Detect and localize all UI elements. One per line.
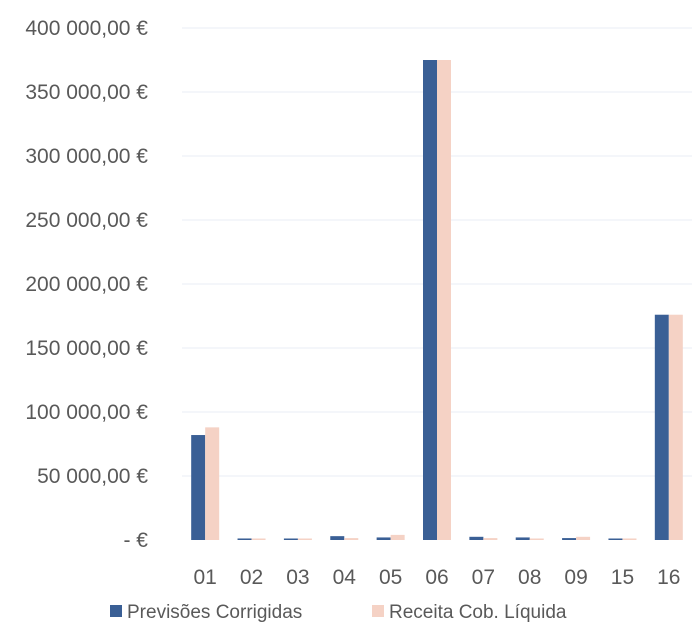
legend-swatch [110, 605, 122, 617]
x-tick-label: 06 [425, 566, 448, 589]
y-tick-label: 300 000,00 € [25, 145, 148, 168]
bar-previs-es-corrigidas-03 [283, 538, 298, 540]
bar-previs-es-corrigidas-07 [469, 536, 484, 540]
bar-receita-cob-l-quida-03 [297, 538, 312, 540]
legend: Previsões Corrigidas Receita Cob. Líquida [110, 602, 567, 623]
bar-receita-cob-l-quida-01 [205, 427, 220, 540]
x-tick-label: 04 [333, 566, 357, 589]
bar-previs-es-corrigidas-09 [562, 538, 577, 540]
y-tick-label: 350 000,00 € [25, 81, 148, 104]
bar-previs-es-corrigidas-04 [330, 536, 345, 540]
bar-receita-cob-l-quida-08 [529, 538, 544, 540]
bar-receita-cob-l-quida-06 [437, 60, 451, 540]
x-tick-label: 16 [657, 566, 680, 589]
x-tick-label: 01 [194, 566, 217, 589]
bar-receita-cob-l-quida-15 [622, 538, 637, 540]
y-tick-label: 250 000,00 € [25, 209, 148, 232]
x-tick-label: 15 [611, 566, 634, 589]
x-tick-label: 03 [286, 566, 309, 589]
y-tick-label: 150 000,00 € [25, 337, 148, 360]
bars [191, 60, 683, 540]
bar-receita-cob-l-quida-07 [483, 538, 498, 540]
bar-previs-es-corrigidas-05 [376, 537, 391, 540]
x-tick-label: 09 [564, 566, 587, 589]
x-tick-label: 07 [472, 566, 495, 589]
x-axis: 01 02 03 04 05 06 07 08 09 15 16 [194, 566, 681, 589]
y-tick-label: - € [123, 529, 148, 552]
bar-receita-cob-l-quida-04 [344, 538, 359, 540]
bar-previs-es-corrigidas-02 [237, 538, 252, 540]
y-axis: 400 000,00 € 350 000,00 € 300 000,00 € 250 … [25, 17, 148, 552]
bar-receita-cob-l-quida-02 [251, 538, 266, 540]
x-tick-label: 08 [518, 566, 541, 589]
bar-previs-es-corrigidas-16 [654, 314, 669, 540]
bar-previs-es-corrigidas-08 [515, 537, 530, 540]
y-tick-label: 400 000,00 € [25, 17, 148, 40]
legend-label: Receita Cob. Líquida [389, 602, 567, 623]
legend-swatch [372, 605, 384, 617]
bar-previs-es-corrigidas-15 [608, 538, 623, 540]
bar-receita-cob-l-quida-16 [668, 314, 683, 540]
bar-previs-es-corrigidas-06 [423, 60, 437, 540]
x-tick-label: 05 [379, 566, 402, 589]
bar-receita-cob-l-quida-09 [576, 536, 591, 540]
bar-previs-es-corrigidas-01 [191, 435, 206, 540]
y-tick-label: 200 000,00 € [25, 273, 148, 296]
legend-label: Previsões Corrigidas [127, 602, 302, 623]
x-tick-label: 02 [240, 566, 263, 589]
bar-receita-cob-l-quida-05 [390, 534, 405, 540]
y-tick-label: 50 000,00 € [37, 465, 148, 488]
y-tick-label: 100 000,00 € [25, 401, 148, 424]
